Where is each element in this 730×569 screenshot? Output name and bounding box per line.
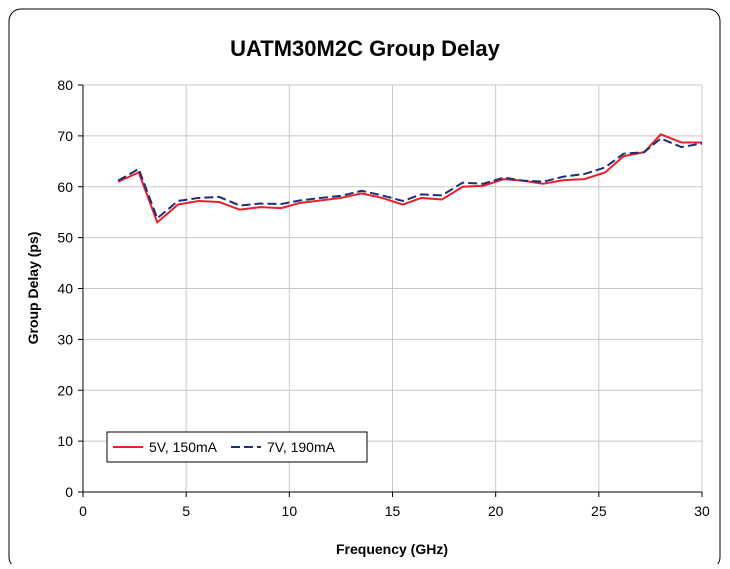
y-axis-label: Group Delay (ps) (25, 232, 41, 345)
x-tick-label: 20 (488, 503, 504, 519)
chart-title: UATM30M2C Group Delay (230, 36, 501, 61)
y-tick-label: 60 (57, 179, 73, 195)
legend-label: 7V, 190mA (267, 439, 336, 455)
x-tick-label: 25 (591, 503, 607, 519)
legend-box (106, 431, 368, 463)
y-tick-label: 10 (57, 433, 73, 449)
y-tick-label: 0 (65, 484, 73, 500)
x-tick-label: 15 (385, 503, 401, 519)
series-line (117, 133, 702, 225)
y-tick-label: 70 (57, 128, 73, 144)
x-axis-label: Frequency (GHz) (336, 541, 448, 557)
y-tick-label: 80 (57, 77, 73, 93)
x-tick-label: 10 (282, 503, 298, 519)
x-tick-label: 30 (694, 503, 710, 519)
series-line (117, 137, 703, 220)
y-tick-label: 20 (57, 382, 73, 398)
y-tick-label: 40 (57, 281, 73, 297)
x-tick-label: 0 (79, 503, 87, 519)
y-tick-label: 30 (57, 331, 73, 347)
x-tick-label: 5 (182, 503, 190, 519)
y-tick-label: 50 (57, 230, 73, 246)
legend-label: 5V, 150mA (149, 439, 218, 455)
